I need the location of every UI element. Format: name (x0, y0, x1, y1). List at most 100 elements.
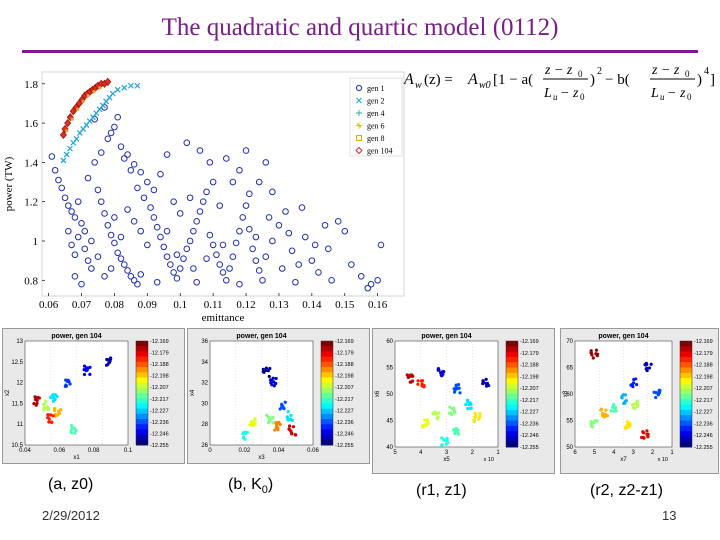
subplot-point (290, 432, 294, 436)
colorbar-segment (680, 388, 692, 395)
point-gen-1 (58, 184, 66, 192)
subplot-point (287, 427, 291, 431)
x-tick-label: 0.09 (138, 299, 158, 311)
point-gen-1 (246, 225, 253, 233)
subplot-point (278, 407, 282, 411)
point-gen-1 (308, 257, 316, 264)
subplot-point (68, 382, 72, 386)
point-gen-1 (249, 245, 256, 253)
subplot-point (241, 432, 245, 436)
subplot-point (443, 438, 447, 442)
colorbar-segment (321, 356, 333, 363)
point-gen-1 (134, 280, 141, 288)
point-gen-1 (209, 178, 217, 186)
subplot-point (446, 441, 450, 445)
subplot-y-tick: 10.5 (11, 443, 23, 449)
point-gen-1 (203, 255, 210, 262)
point-gen-1 (252, 257, 260, 264)
point-gen-1 (255, 178, 263, 186)
formula-num-1: z − z (544, 63, 573, 78)
subplot-title: power, gen 104 (51, 333, 101, 340)
subplot-point (466, 407, 470, 411)
x-tick-label: 0.14 (302, 299, 322, 311)
subplot-point (609, 409, 613, 413)
subplot-point (278, 422, 282, 427)
formula-den-rest-1: − z (560, 86, 579, 101)
colorbar-label: -12.169 (150, 339, 169, 345)
point-gen-1 (137, 227, 145, 235)
legend-marker (355, 146, 363, 155)
point-gen-1 (160, 243, 168, 251)
subplot-point (64, 378, 68, 382)
formula-close-paren-2: ) (697, 72, 702, 88)
colorbar-segment (506, 372, 518, 379)
subplot-point (649, 362, 653, 366)
point-gen-2 (127, 82, 134, 89)
colorbar-label: -12.217 (150, 397, 169, 403)
colorbar-label: -12.207 (520, 386, 539, 392)
subplot-point (88, 372, 92, 376)
colorbar-segment (136, 367, 148, 373)
subplot-point (484, 377, 488, 381)
subplot-point (601, 414, 605, 418)
subplot-point (274, 425, 279, 430)
point-gen-1 (206, 159, 214, 166)
point-gen-1 (163, 253, 171, 261)
subplot-point (285, 415, 289, 420)
subplot-a-z0: power, gen 104 13 12.5 12 11.5 11 10.5 0.04 0.06… (2, 328, 185, 464)
colorbar-label: -12.179 (694, 351, 713, 357)
point-gen-1 (78, 280, 85, 288)
formula-den-rest-sub-1: 0 (580, 92, 585, 102)
subplot-point (440, 436, 444, 440)
colorbar-segment (506, 346, 518, 353)
subplot-point (266, 415, 270, 419)
colorbar-label: -12.246 (694, 433, 713, 439)
colorbar-segment (506, 378, 518, 384)
subplot-point (42, 402, 46, 407)
subplot-point (593, 418, 597, 423)
subplot-point (283, 400, 287, 404)
subplot-y-tick: 65 (566, 366, 573, 372)
point-gen-1 (183, 245, 191, 253)
subplot-point (640, 435, 644, 440)
colorbar-label: -12.217 (335, 397, 354, 403)
subplot-y-label: x8 (563, 390, 569, 397)
point-gen-1 (229, 253, 237, 261)
colorbar-segment (321, 429, 333, 436)
subplot-y-tick: 12 (16, 381, 23, 387)
colorbar-label: -12.198 (694, 374, 713, 380)
colorbar-segment (321, 424, 333, 430)
subplot-point (604, 408, 608, 412)
point-gen-104 (61, 124, 69, 134)
formula-open: [1 − a( (493, 72, 533, 88)
point-gen-1 (226, 265, 233, 272)
point-gen-1 (193, 278, 200, 286)
subplot-point (657, 389, 662, 394)
subplot-point (440, 443, 444, 447)
colorbar-segment (321, 361, 333, 368)
colorbar-segment (136, 377, 148, 384)
point-gen-1 (269, 188, 276, 196)
point-gen-1 (71, 251, 79, 259)
caption-r1-z1: (r1, z1) (416, 482, 467, 499)
point-gen-1 (81, 245, 89, 253)
point-gen-6 (92, 90, 96, 94)
subplot-point (287, 418, 291, 422)
point-gen-1 (186, 194, 194, 202)
subplot-x-tick: 1 (670, 450, 674, 456)
subplot-point (32, 402, 36, 406)
colorbar-segment (136, 424, 148, 430)
point-gen-1 (176, 265, 184, 272)
subplot-point (623, 425, 627, 429)
point-gen-1 (285, 229, 293, 237)
colorbar-segment (321, 434, 333, 441)
subplot-point (625, 420, 630, 424)
subplot-point (634, 377, 638, 381)
colorbar-segment (136, 419, 148, 425)
point-gen-1 (74, 198, 82, 205)
subplot-point (53, 407, 57, 411)
subplot-x-tick: 1 (496, 450, 500, 456)
subplot-point (631, 384, 635, 389)
legend-label: gen 1 (367, 84, 385, 93)
subplot-x-tick: 0.06 (53, 448, 65, 454)
